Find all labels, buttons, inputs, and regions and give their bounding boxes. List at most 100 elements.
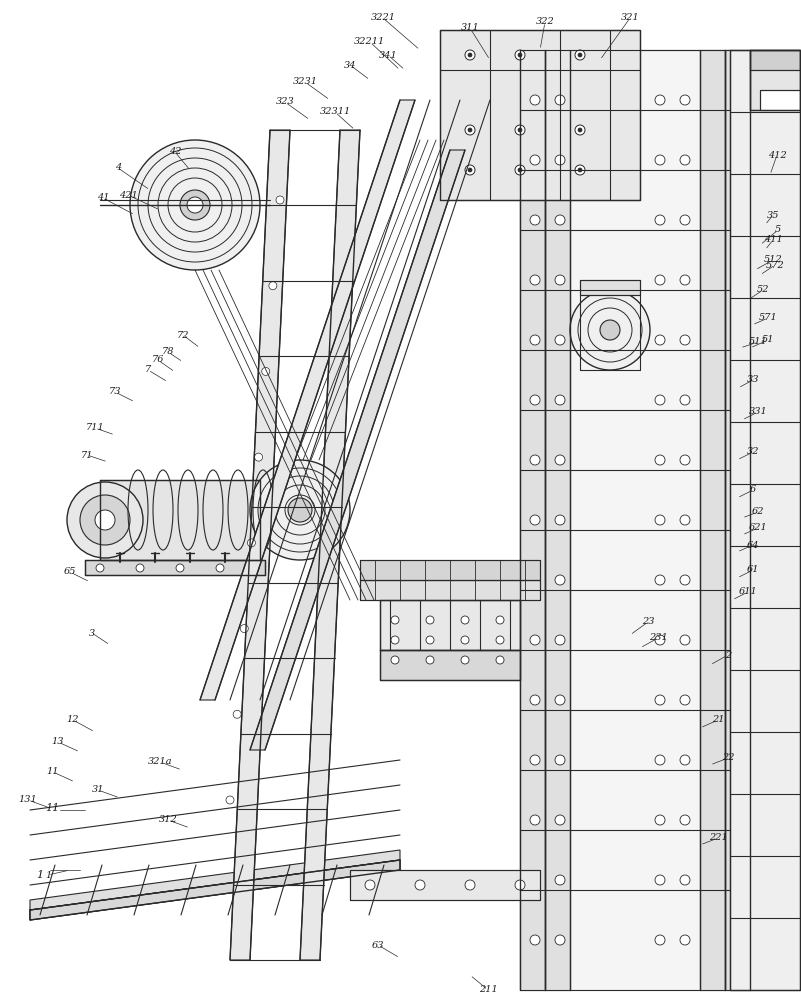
Text: 611: 611 [739,587,758,596]
Polygon shape [520,50,545,990]
Circle shape [461,656,469,664]
Circle shape [465,125,475,135]
Circle shape [680,215,690,225]
Text: 711: 711 [86,424,104,432]
Polygon shape [30,860,400,920]
Circle shape [655,275,665,285]
Circle shape [600,320,620,340]
Text: 23: 23 [642,617,654,626]
Text: 41: 41 [97,194,109,202]
Circle shape [555,455,565,465]
Text: 51: 51 [762,336,775,344]
Circle shape [530,935,540,945]
Circle shape [530,695,540,705]
Circle shape [655,95,665,105]
Circle shape [530,395,540,405]
Circle shape [530,155,540,165]
Text: 71: 71 [81,450,93,460]
Circle shape [578,53,582,57]
Polygon shape [30,850,400,910]
Polygon shape [250,150,465,750]
Polygon shape [350,870,540,900]
Text: 76: 76 [151,356,164,364]
Circle shape [555,755,565,765]
Circle shape [518,53,522,57]
Circle shape [80,495,130,545]
Text: 3: 3 [89,629,95,638]
Circle shape [130,140,260,270]
Circle shape [180,190,210,220]
Circle shape [680,575,690,585]
Circle shape [680,935,690,945]
Circle shape [680,695,690,705]
Circle shape [680,95,690,105]
Text: 231: 231 [649,634,667,643]
Circle shape [518,128,522,132]
Circle shape [465,50,475,60]
Polygon shape [200,100,415,700]
Polygon shape [380,600,520,650]
Text: 78: 78 [162,348,175,357]
Circle shape [655,755,665,765]
Text: 621: 621 [749,524,767,532]
Polygon shape [30,860,400,920]
Circle shape [391,656,399,664]
Text: 323: 323 [276,98,295,106]
Circle shape [655,455,665,465]
Circle shape [655,815,665,825]
Circle shape [555,935,565,945]
Polygon shape [760,90,800,110]
Circle shape [680,335,690,345]
Circle shape [530,755,540,765]
Circle shape [515,165,525,175]
Text: 1: 1 [45,870,51,880]
Circle shape [251,564,259,572]
Text: 2: 2 [725,650,731,660]
Text: 321: 321 [621,13,639,22]
Polygon shape [85,560,265,575]
Circle shape [530,635,540,645]
Circle shape [680,515,690,525]
Circle shape [680,395,690,405]
Circle shape [680,755,690,765]
Circle shape [555,275,565,285]
Circle shape [276,196,284,204]
Circle shape [233,710,241,718]
Circle shape [680,815,690,825]
Text: 3221: 3221 [371,13,396,22]
Circle shape [555,815,565,825]
Circle shape [426,656,434,664]
Circle shape [575,125,585,135]
Polygon shape [545,50,570,990]
Text: 22: 22 [722,754,735,762]
Circle shape [288,498,312,522]
Text: 11: 11 [45,803,59,813]
Circle shape [461,616,469,624]
Circle shape [136,564,144,572]
Circle shape [391,616,399,624]
Circle shape [655,695,665,705]
Text: 331: 331 [749,408,767,416]
Circle shape [530,875,540,885]
Circle shape [530,275,540,285]
Circle shape [465,880,475,890]
Circle shape [530,335,540,345]
Text: 572: 572 [766,260,784,269]
Text: 321a: 321a [147,758,172,766]
Text: 52: 52 [757,286,769,294]
Circle shape [655,335,665,345]
Circle shape [518,168,522,172]
Circle shape [515,125,525,135]
Text: 311: 311 [461,23,479,32]
Circle shape [555,515,565,525]
Circle shape [578,168,582,172]
Text: 32: 32 [747,448,759,456]
Circle shape [655,635,665,645]
Circle shape [680,455,690,465]
Circle shape [530,95,540,105]
Circle shape [269,282,277,290]
Text: 32211: 32211 [354,37,385,46]
Circle shape [555,335,565,345]
Text: 32311: 32311 [320,107,351,116]
Circle shape [530,215,540,225]
